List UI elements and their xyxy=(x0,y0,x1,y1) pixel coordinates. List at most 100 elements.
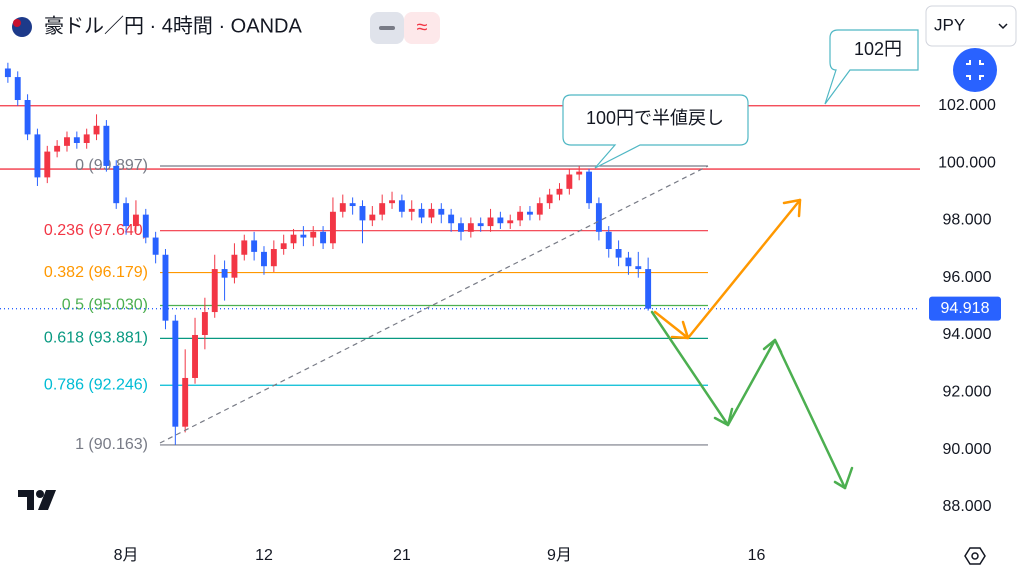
currency-select[interactable] xyxy=(925,5,1017,47)
candle-body xyxy=(251,240,258,252)
flag-icon xyxy=(13,19,21,27)
candle-body xyxy=(172,320,179,427)
y-tick-label: 90.000 xyxy=(943,441,992,458)
fib-label: 0 (99.897) xyxy=(75,157,148,174)
candle-body xyxy=(625,257,632,267)
candle-body xyxy=(605,231,612,250)
candle-body xyxy=(359,206,366,221)
candle-body xyxy=(497,217,504,224)
candle-body xyxy=(54,145,61,152)
candle-body xyxy=(576,171,583,175)
x-tick-label: 8月 xyxy=(114,547,139,564)
candle-body xyxy=(645,269,652,309)
x-tick-label: 21 xyxy=(393,547,411,564)
candle-body xyxy=(467,223,474,232)
candle-body xyxy=(329,211,336,244)
candle-body xyxy=(113,165,120,204)
y-tick-label: 100.000 xyxy=(938,154,996,171)
candle-body xyxy=(211,269,218,313)
y-tick-label: 88.000 xyxy=(943,498,992,515)
fullscreen-icon xyxy=(966,60,984,80)
candle-body xyxy=(369,214,376,221)
fib-label: 0.236 (97.640) xyxy=(44,222,148,239)
settings-button[interactable] xyxy=(964,547,986,565)
candle-body xyxy=(339,203,346,212)
candle-body xyxy=(4,68,11,78)
settings-icon xyxy=(971,552,979,560)
candle-body xyxy=(142,214,149,238)
candle-body xyxy=(566,174,573,189)
candle-body xyxy=(389,200,395,204)
candle-body xyxy=(536,203,543,215)
candle-body xyxy=(635,266,642,270)
candle-body xyxy=(458,223,464,232)
callout-half-retrace: 100円で半値戻し xyxy=(562,94,749,169)
candle-body xyxy=(586,171,592,204)
y-tick-label: 98.000 xyxy=(943,212,992,229)
candle-body xyxy=(556,188,563,195)
candle-body xyxy=(192,334,198,378)
candle-body xyxy=(349,203,356,207)
drawing-layer: 0 (99.897) 0.236 (97.640) 0.382 (96.179) 0.… xyxy=(0,105,920,453)
candle-body xyxy=(526,211,533,215)
candle-body xyxy=(93,125,100,135)
candle-body xyxy=(14,77,21,101)
candle-body xyxy=(83,134,90,143)
fib-label: 0.786 (92.246) xyxy=(44,376,148,393)
symbol-title: 豪ドル／円 · 4時間 · OANDA xyxy=(44,14,302,37)
candle-body xyxy=(428,208,435,218)
candle-body xyxy=(103,125,110,166)
candle-body xyxy=(507,220,514,224)
candle-layer xyxy=(4,62,652,445)
candle-body xyxy=(44,151,51,178)
candle-body xyxy=(231,254,238,278)
x-tick-label: 12 xyxy=(255,547,273,564)
candle-body xyxy=(241,240,248,255)
candle-body xyxy=(398,200,405,212)
currency-label: JPY xyxy=(934,15,965,34)
candle-body xyxy=(310,231,317,238)
x-tick-label: 9月 xyxy=(547,547,572,564)
fib-label: 0.382 (96.179) xyxy=(44,264,148,281)
candle-body xyxy=(517,211,524,221)
candle-body xyxy=(418,208,425,218)
compare-button[interactable] xyxy=(404,12,440,44)
candle-body xyxy=(182,377,189,427)
candle-body xyxy=(546,194,553,204)
candle-body xyxy=(448,214,455,224)
candle-body xyxy=(162,254,169,321)
candle-body xyxy=(123,203,130,227)
fib-trend-line xyxy=(159,165,709,444)
green-arrow xyxy=(650,310,854,490)
candle-body xyxy=(261,251,267,267)
callout-text: 100円で半値戻し xyxy=(586,108,724,128)
last-price-label: 94.918 xyxy=(941,300,990,317)
candle-body xyxy=(290,234,297,244)
candle-body xyxy=(408,208,415,212)
callout-102: 102円 xyxy=(824,29,919,105)
candle-body xyxy=(438,208,445,215)
dropdown-chevron xyxy=(998,23,1008,30)
candle-body xyxy=(280,243,287,250)
candle-body xyxy=(34,134,41,178)
candle-body xyxy=(152,237,159,255)
candle-body xyxy=(487,217,494,227)
compare-icon: ≈ xyxy=(417,16,428,38)
fib-label: 0.618 (93.881) xyxy=(44,330,148,347)
candle-body xyxy=(73,137,80,143)
header: 豪ドル／円 · 4時間 · OANDA ≈ JPY xyxy=(12,5,1017,92)
fib-label: 0.5 (95.030) xyxy=(62,297,148,314)
candle-body xyxy=(615,249,622,258)
label-layer: 88.000 90.000 92.000 94.000 96.000 98.000 100.… xyxy=(114,97,1001,564)
candle-body xyxy=(300,234,307,238)
minimize-icon xyxy=(379,26,395,30)
fib-label: 1 (90.163) xyxy=(75,436,148,453)
y-tick-label: 92.000 xyxy=(943,384,992,401)
candle-body xyxy=(64,137,70,146)
candle-body xyxy=(270,249,277,267)
candle-body xyxy=(132,214,139,227)
fullscreen-button[interactable] xyxy=(953,48,997,92)
y-tick-label: 102.000 xyxy=(938,97,996,114)
last-price-tag xyxy=(929,296,1001,321)
orange-arrow xyxy=(653,198,802,340)
